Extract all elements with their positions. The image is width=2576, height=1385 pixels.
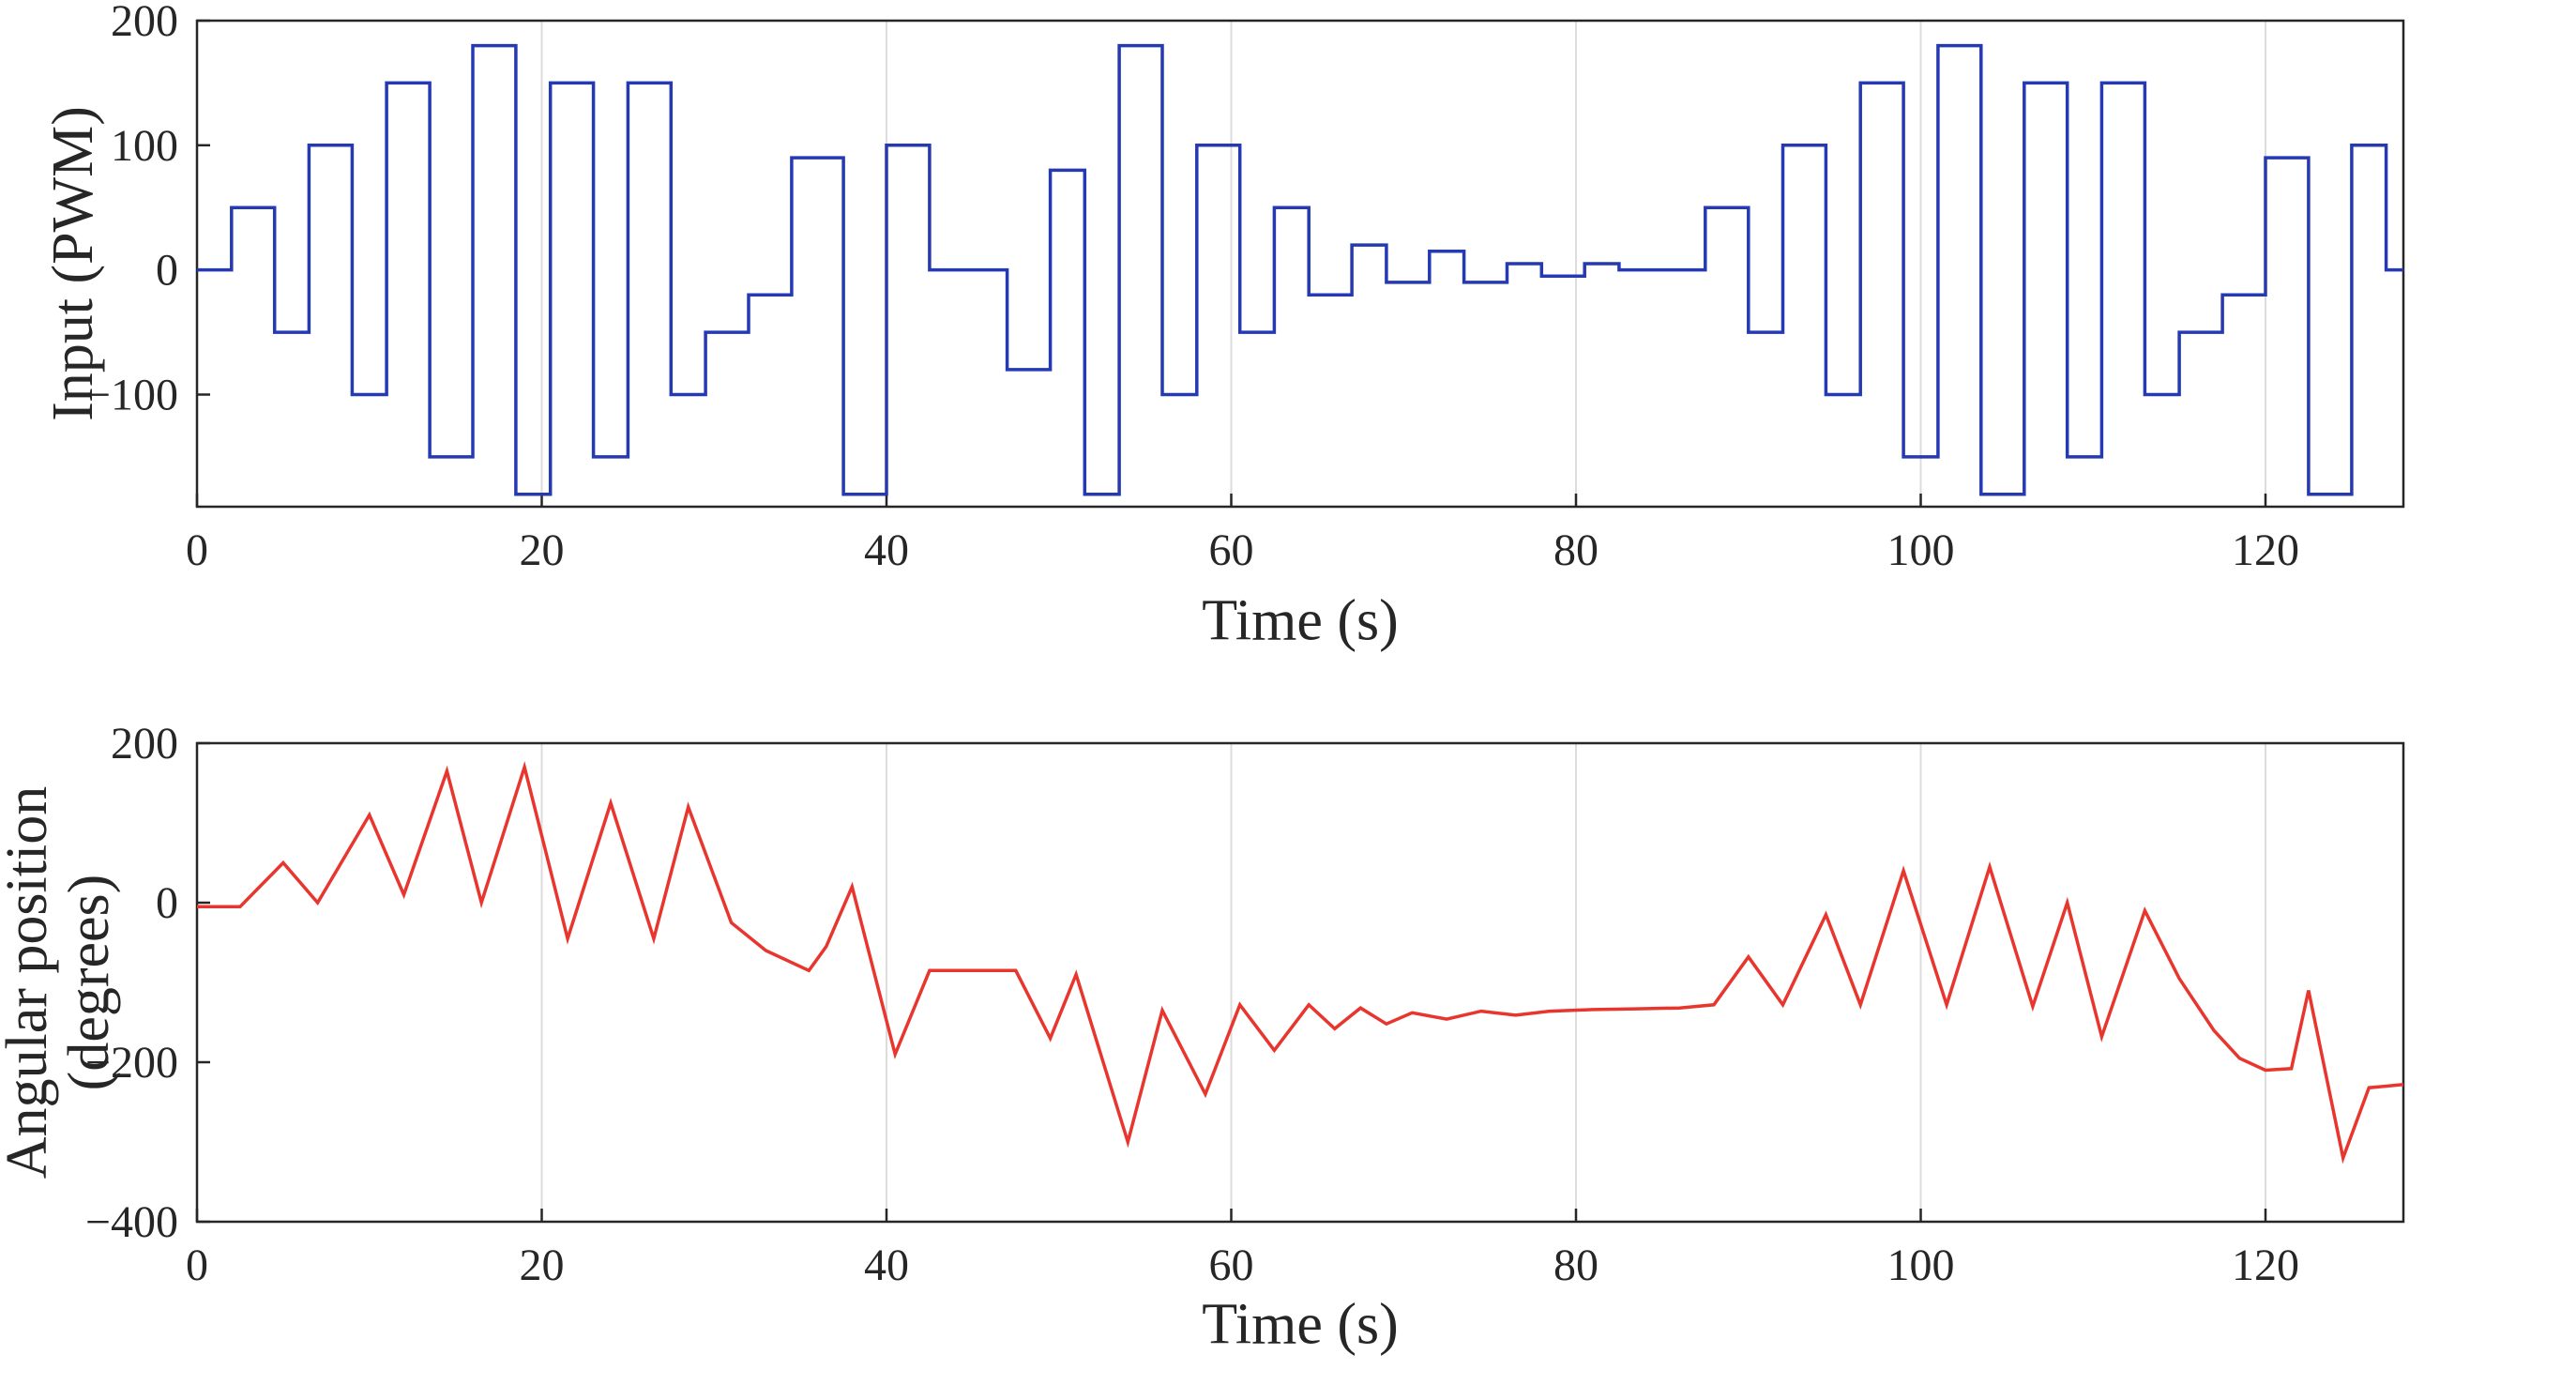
axes-box xyxy=(195,741,2405,1224)
y-tick-label: −100 xyxy=(85,371,178,420)
x-tick-label: 100 xyxy=(1887,1240,1955,1290)
y-tick-label: 200 xyxy=(111,719,178,769)
y-tick-label: 0 xyxy=(156,878,178,928)
input_pwm-line xyxy=(197,43,2403,496)
bottom-xlabel: Time (s) xyxy=(1202,1292,1399,1359)
top-xlabel: Time (s) xyxy=(1202,588,1399,655)
bottom-ylabel: Angular position (degrees) xyxy=(0,785,121,1180)
x-tick-label: 80 xyxy=(1553,525,1599,575)
x-tick-label: 120 xyxy=(2232,1240,2299,1290)
x-tick-label: 0 xyxy=(186,525,208,575)
y-tick-label: 0 xyxy=(156,246,178,296)
angular_position_deg-line xyxy=(197,761,2404,1164)
x-tick-label: 20 xyxy=(520,525,565,575)
bottom-ylabel-line1: Angular position xyxy=(0,785,59,1180)
x-tick-label: 120 xyxy=(2232,525,2299,575)
y-tick-label: 200 xyxy=(111,0,178,46)
x-tick-label: 60 xyxy=(1209,525,1254,575)
y-tick-label: −200 xyxy=(85,1038,178,1088)
x-tick-label: 0 xyxy=(186,1240,208,1290)
axes-box xyxy=(195,19,2405,509)
x-tick-label: 20 xyxy=(520,1240,565,1290)
x-tick-label: 40 xyxy=(864,1240,909,1290)
x-tick-label: 40 xyxy=(864,525,909,575)
y-tick-label: 100 xyxy=(111,121,178,171)
y-tick-label: −400 xyxy=(85,1197,178,1247)
x-tick-label: 80 xyxy=(1553,1240,1599,1290)
top-ylabel-text: Input (PWM) xyxy=(41,106,105,421)
x-tick-label: 60 xyxy=(1209,1240,1254,1290)
top-xlabel-text: Time (s) xyxy=(1202,588,1399,653)
bottom-xlabel-text: Time (s) xyxy=(1202,1292,1399,1357)
bottom-ylabel-line2: (degrees) xyxy=(57,874,121,1091)
top-ylabel: Input (PWM) xyxy=(41,106,105,421)
x-tick-label: 100 xyxy=(1887,525,1955,575)
